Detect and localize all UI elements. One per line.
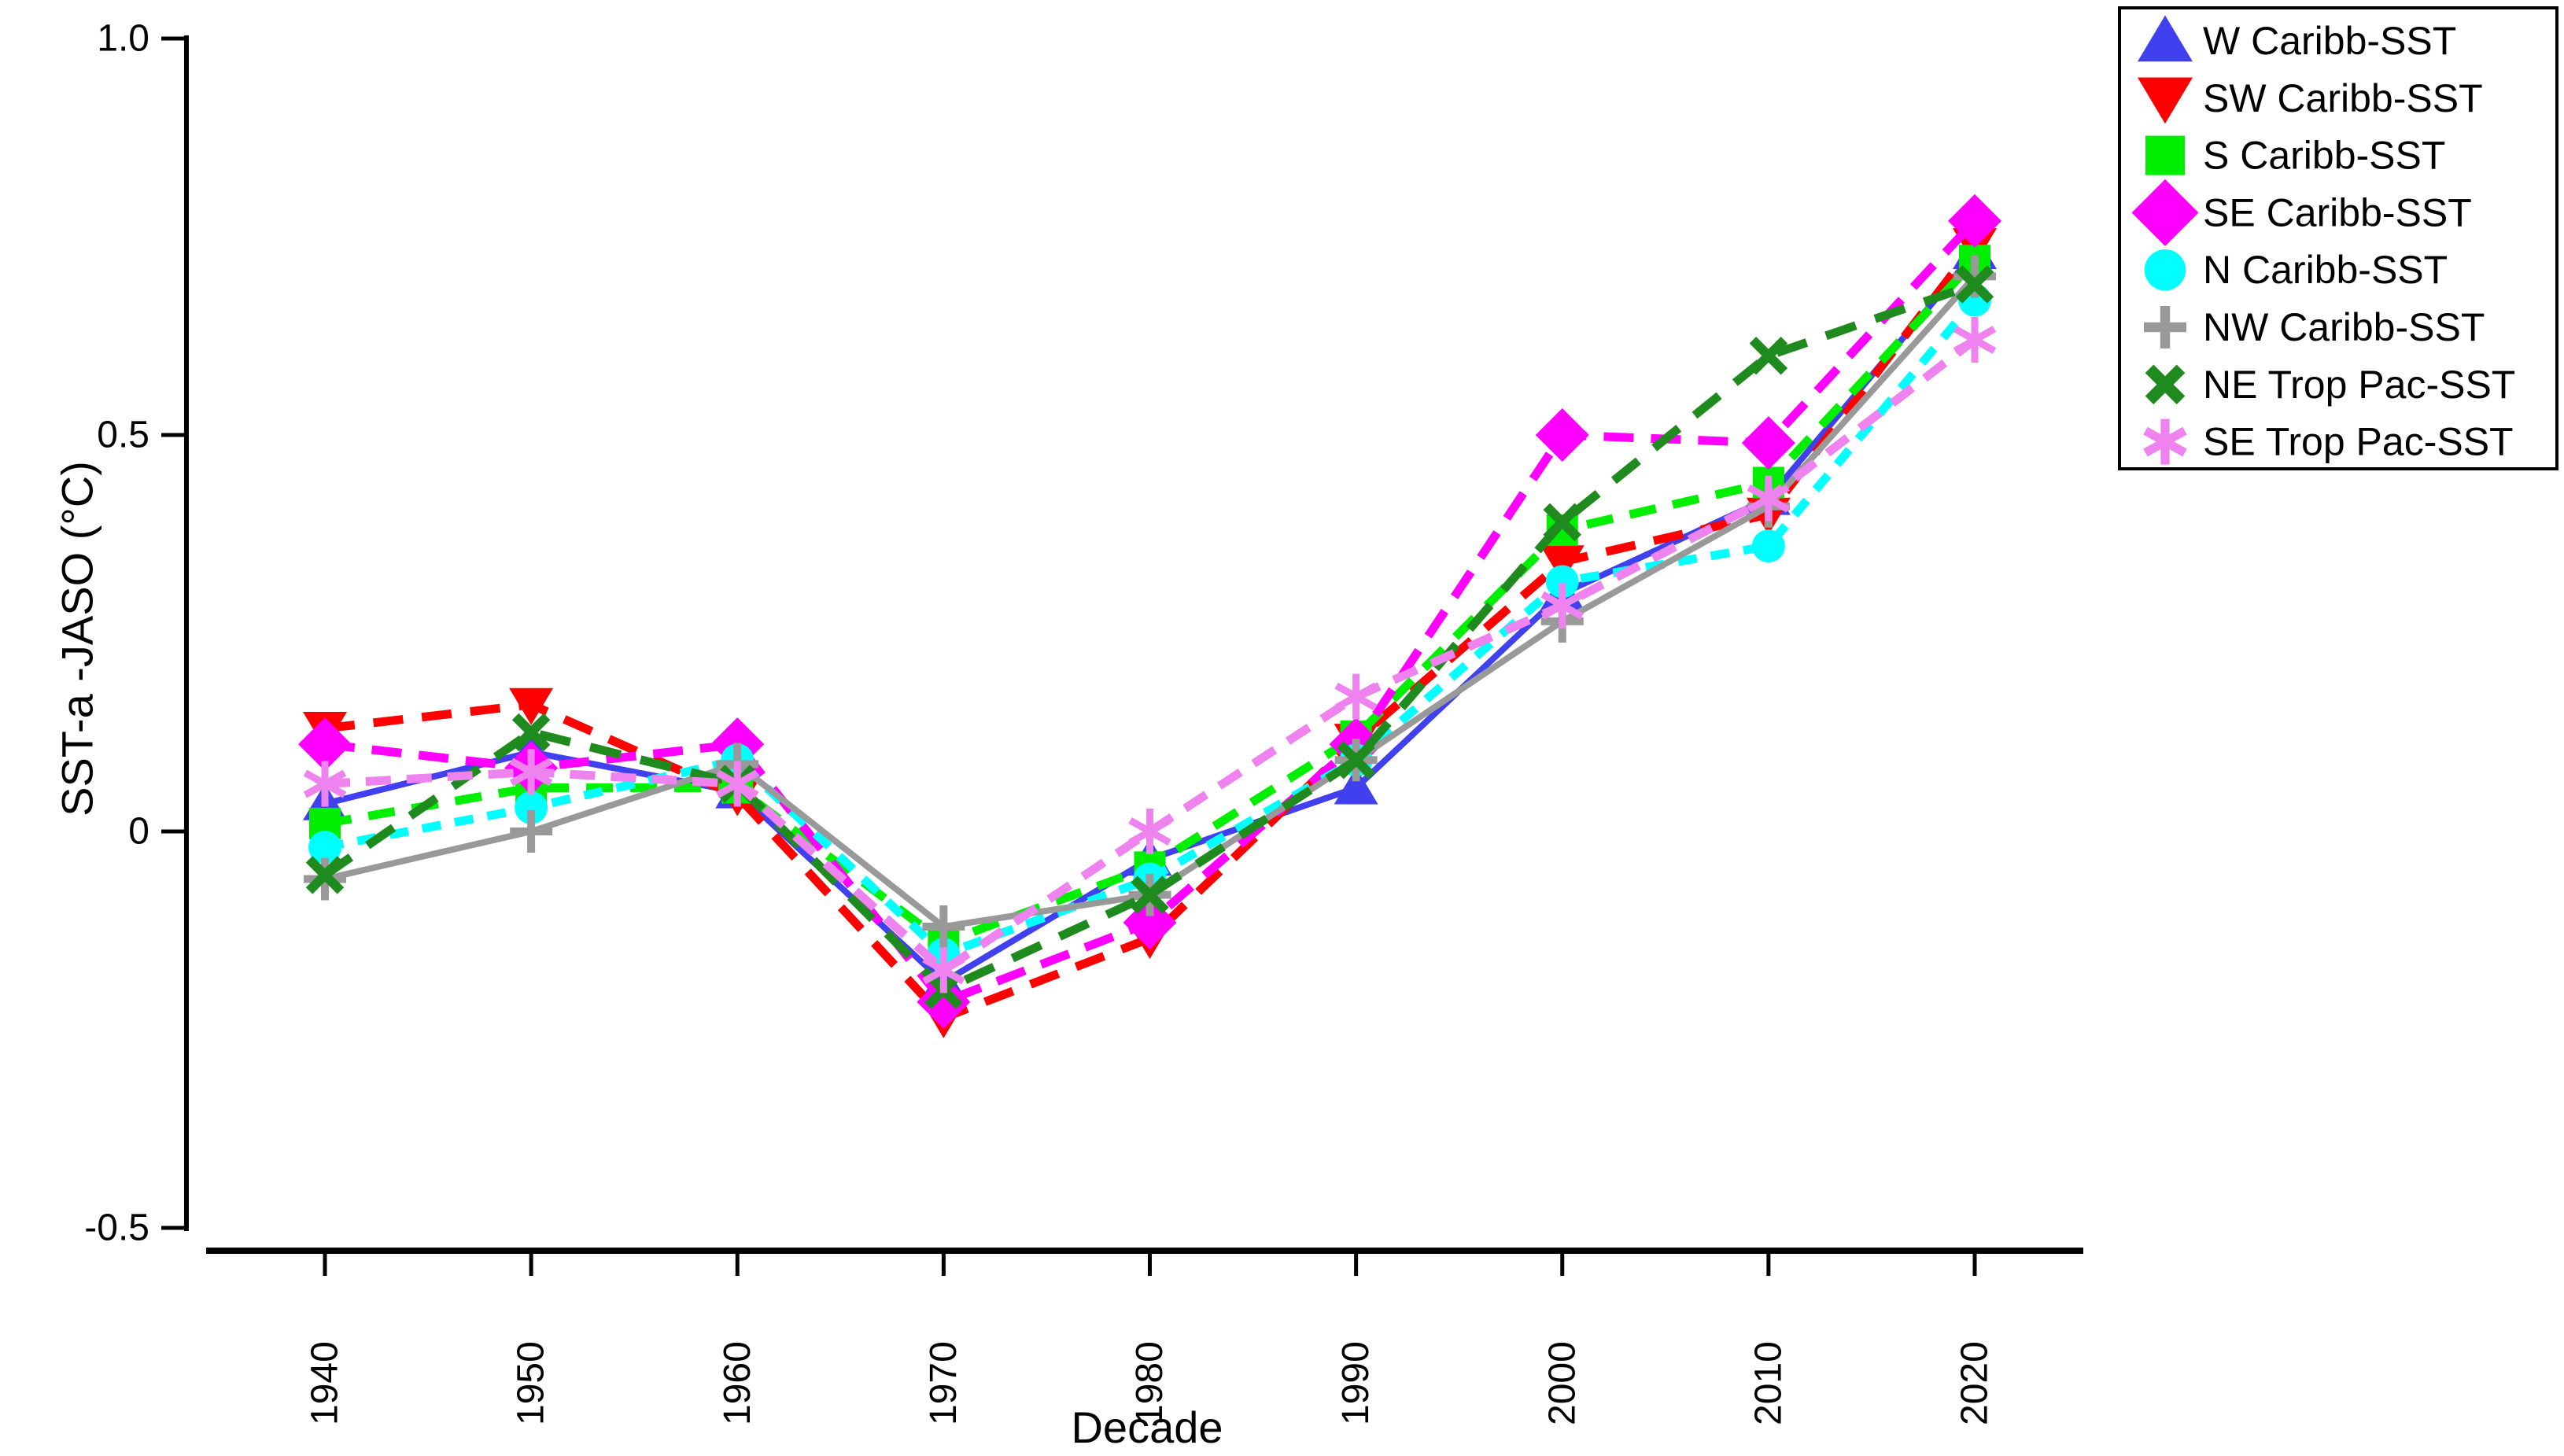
y-tick-label: -0.5: [84, 1207, 149, 1249]
y-tick-label: 1.0: [97, 18, 149, 60]
series-markers: [303, 317, 1997, 993]
series-layer: [298, 194, 2001, 1038]
series-N Caribb-SST: [308, 283, 1991, 971]
series-markers: [308, 283, 1991, 971]
legend-label: SE Trop Pac-SST: [2203, 420, 2514, 464]
y-tick-label: 0: [128, 811, 149, 853]
series-NE Trop Pac-SST: [305, 265, 1994, 1009]
legend-item-SE Trop Pac-SST: SE Trop Pac-SST: [2143, 418, 2514, 465]
series-line: [323, 297, 1979, 960]
x-tick-label: 2020: [1954, 1341, 1996, 1425]
y-tick-label: 0.5: [97, 415, 149, 456]
x-axis-title: Decade: [1071, 1403, 1223, 1452]
legend-item-SE Caribb-SST: SE Caribb-SST: [2131, 179, 2472, 246]
legend-item-SW Caribb-SST: SW Caribb-SST: [2138, 76, 2483, 124]
y-axis-title: SST-a -JASO (°C): [53, 461, 102, 816]
legend-box: [2118, 6, 2558, 470]
legend-item-NW Caribb-SST: NW Caribb-SST: [2144, 305, 2485, 349]
x-tick-label: 2010: [1747, 1341, 1789, 1425]
x-tick-label: 1990: [1335, 1341, 1377, 1425]
legend-item-S Caribb-SST: S Caribb-SST: [2145, 134, 2445, 178]
legend-item-NE Trop Pac-SST: NE Trop Pac-SST: [2145, 363, 2515, 407]
series-line: [322, 280, 1976, 996]
legend-label: N Caribb-SST: [2203, 248, 2448, 292]
x-tick-label: 1960: [717, 1341, 758, 1425]
x-tick-label: 1950: [511, 1341, 552, 1425]
series-line: [324, 336, 1978, 976]
legend-label: NE Trop Pac-SST: [2203, 363, 2515, 407]
series-SE Trop Pac-SST: [303, 317, 1997, 993]
legend-item-N Caribb-SST: N Caribb-SST: [2144, 248, 2448, 292]
legend-item-W Caribb-SST: W Caribb-SST: [2138, 15, 2456, 63]
legend-label: NW Caribb-SST: [2203, 305, 2485, 349]
x-tick-label: 2000: [1541, 1341, 1583, 1425]
legend-layer: W Caribb-SST SW Caribb-SST S Caribb-SST SE …: [2118, 6, 2558, 470]
legend-label: S Caribb-SST: [2203, 134, 2445, 178]
legend-label: SW Caribb-SST: [2203, 76, 2483, 120]
x-tick-label: 1980: [1129, 1341, 1171, 1425]
axes-layer: 1.0 0.5 0 -0.5 1940 1950 1960 1970 1980 1990 2000 2…: [84, 18, 2083, 1425]
x-tick-label: 1940: [304, 1341, 346, 1425]
legend-label: SE Caribb-SST: [2203, 190, 2472, 234]
legend-label: W Caribb-SST: [2203, 19, 2456, 63]
x-tick-label: 1970: [923, 1341, 965, 1425]
